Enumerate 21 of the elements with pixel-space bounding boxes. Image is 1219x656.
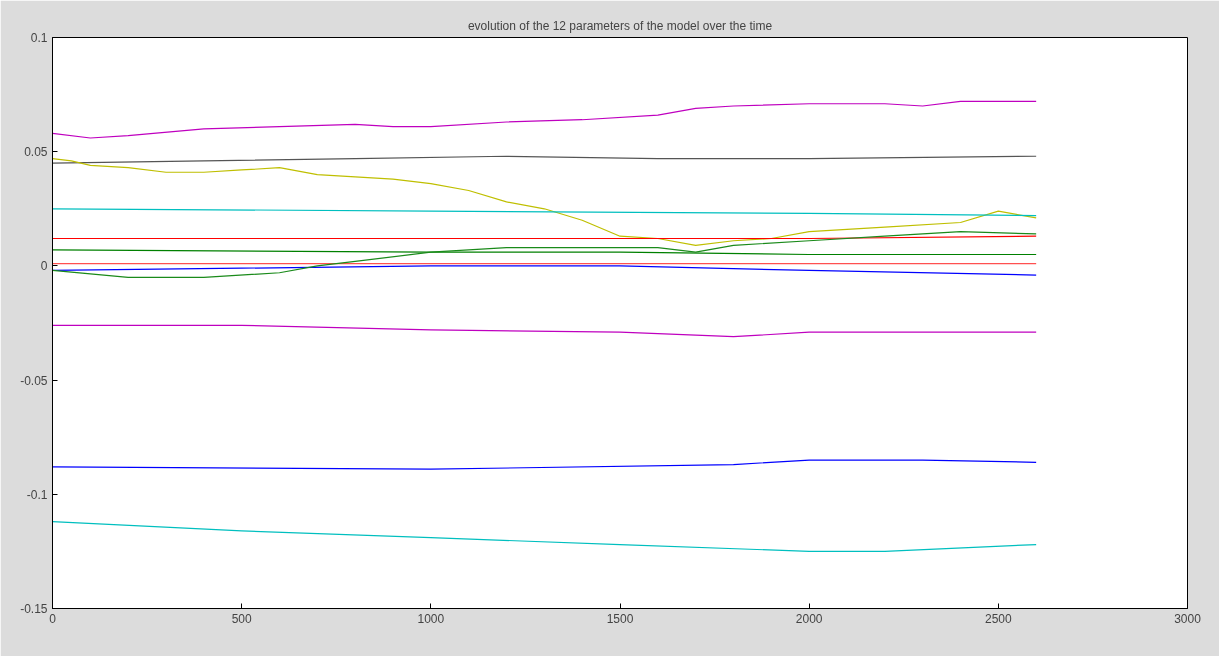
- line-series: [52, 100, 1037, 139]
- line-series: [52, 208, 1037, 217]
- line-series: [52, 231, 1037, 278]
- x-tick-label: 500: [231, 611, 252, 626]
- line-series: [52, 459, 1037, 470]
- line-series: [52, 155, 1037, 164]
- y-tick-label: -0.05: [20, 373, 48, 388]
- x-tick-label: 2500: [984, 611, 1013, 626]
- y-tick-label: 0.05: [24, 145, 48, 160]
- chart-title: evolution of the 12 parameters of the model over the time: [467, 18, 773, 33]
- x-tick-label: 2000: [795, 611, 823, 626]
- x-tick-label: 1500: [606, 611, 634, 626]
- y-tick-label: -0.1: [26, 487, 48, 502]
- line-series: [52, 324, 1037, 338]
- line-series: [52, 521, 1037, 552]
- y-tick-label: 0.1: [30, 31, 48, 45]
- x-tick-label: 1000: [417, 611, 445, 626]
- y-tick-label: -0.15: [20, 602, 48, 616]
- line-series: [52, 157, 1037, 246]
- y-tick-label: 0: [40, 259, 48, 274]
- x-tick-label: 3000: [1174, 611, 1202, 626]
